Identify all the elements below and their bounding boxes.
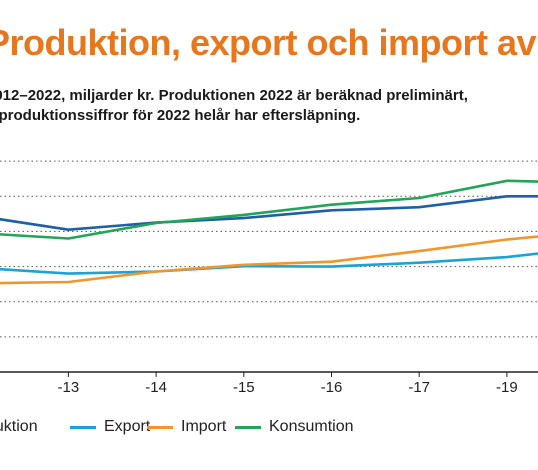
legend-swatch-import	[147, 425, 173, 429]
chart-title: Produktion, export och import av	[0, 22, 537, 63]
series-line-produktion	[0, 195, 538, 231]
series-lines	[0, 179, 538, 285]
x-tick-label: -19	[496, 379, 518, 396]
gridlines	[0, 160, 538, 338]
x-tick-label: -14	[145, 379, 167, 396]
chart-subtitle: 2012–2022, miljarder kr. Produktionen 20…	[0, 86, 468, 126]
legend-item-konsumtion: Konsumtion	[235, 418, 354, 436]
legend-item-export: Export	[70, 418, 150, 436]
legend-label-import: Import	[181, 418, 227, 435]
x-tick-label: -13	[58, 379, 80, 396]
legend-item-import: Import	[147, 418, 226, 436]
x-tick-label: -15	[233, 379, 255, 396]
legend-label-konsumtion: Konsumtion	[269, 418, 354, 435]
legend-label-export: Export	[104, 418, 151, 435]
legend-swatch-konsumtion	[235, 425, 261, 429]
x-tick-label: -16	[321, 379, 343, 396]
subtitle-line-1: 2012–2022, miljarder kr. Produktionen 20…	[0, 87, 468, 104]
subtitle-line-2: a produktionssiffror för 2022 helår har …	[0, 107, 361, 124]
series-line-export	[0, 252, 538, 275]
legend-swatch-export	[70, 425, 96, 429]
legend-item-produktion: duktion	[0, 418, 38, 436]
series-line-import	[0, 235, 538, 285]
legend-label-produktion: duktion	[0, 418, 38, 435]
x-tick-label: -17	[408, 379, 430, 396]
x-tick-labels: -13 -14 -15 -16 -17 -19	[58, 372, 518, 396]
series-line-konsumtion	[0, 179, 538, 240]
